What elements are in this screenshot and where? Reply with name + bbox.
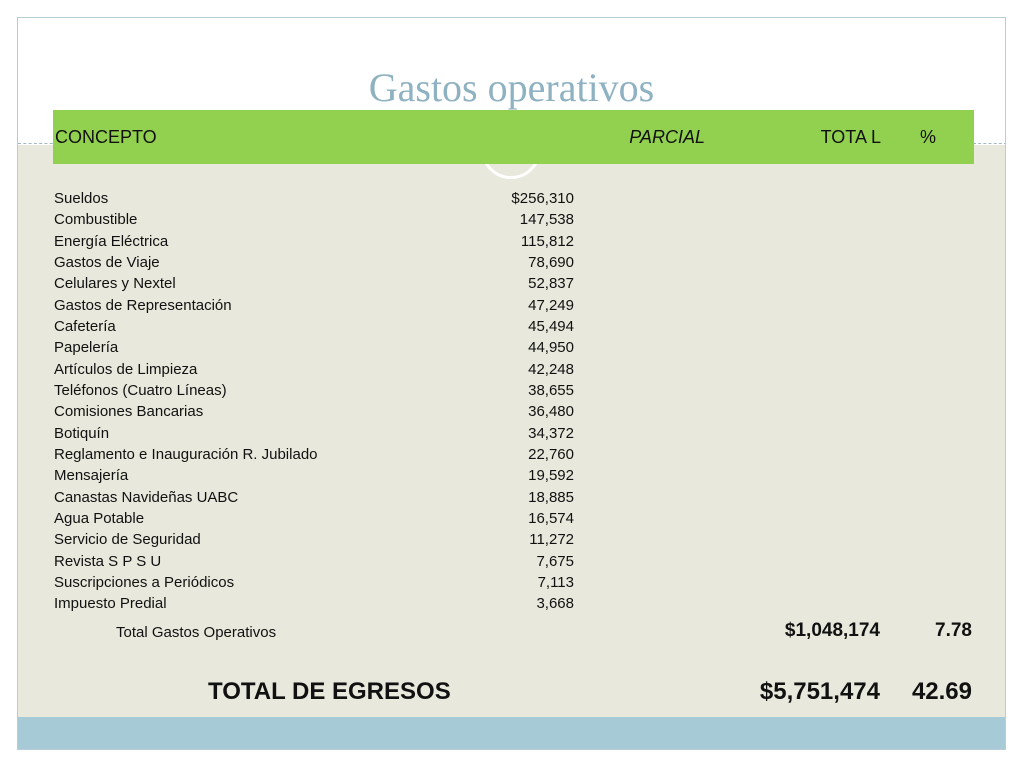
subtotal-percent: 7.78 bbox=[935, 620, 972, 641]
subtotal-label: Total Gastos Operativos bbox=[116, 624, 277, 641]
row-parcial: 18,885 bbox=[528, 488, 574, 506]
header-concepto: CONCEPTO bbox=[55, 127, 157, 147]
header-total: TOTA L bbox=[820, 127, 881, 147]
row-concepto: Papelería bbox=[54, 339, 119, 357]
row-concepto: Gastos de Viaje bbox=[54, 253, 160, 271]
row-parcial: 52,837 bbox=[528, 275, 574, 293]
header-parcial: PARCIAL bbox=[629, 127, 705, 147]
row-parcial: 22,760 bbox=[528, 445, 574, 463]
row-concepto: Impuesto Predial bbox=[54, 595, 167, 613]
row-parcial: 3,668 bbox=[536, 595, 574, 613]
row-concepto: Botiquín bbox=[54, 424, 110, 442]
content-background bbox=[18, 145, 1005, 717]
row-parcial: 7,675 bbox=[536, 552, 574, 570]
header-percent: % bbox=[919, 127, 936, 147]
row-concepto: Artículos de Limpieza bbox=[54, 360, 198, 378]
grand-total-percent: 42.69 bbox=[911, 678, 972, 705]
table-row: Suscripciones a Periódicos 7,113 bbox=[54, 572, 574, 593]
row-parcial: 45,494 bbox=[528, 317, 574, 335]
divider-line-left bbox=[18, 143, 58, 144]
table-row: Teléfonos (Cuatro Líneas) 38,655 bbox=[54, 380, 574, 401]
table-row: Revista S P S U 7,675 bbox=[54, 551, 574, 572]
row-concepto: Agua Potable bbox=[54, 509, 145, 527]
row-parcial: 47,249 bbox=[528, 296, 574, 314]
table-row: Papelería 44,950 bbox=[54, 337, 574, 358]
table-row: Sueldos $256,310 bbox=[54, 188, 574, 209]
table-row: Impuesto Predial 3,668 bbox=[54, 593, 574, 614]
table-row: Agua Potable 16,574 bbox=[54, 508, 574, 529]
row-parcial: 78,690 bbox=[528, 253, 574, 271]
row-concepto: Mensajería bbox=[54, 467, 129, 485]
row-parcial: 7,113 bbox=[537, 573, 574, 591]
row-parcial: 115,812 bbox=[520, 232, 574, 250]
row-concepto: Revista S P S U bbox=[54, 552, 162, 570]
table-row: Combustible 147,538 bbox=[54, 209, 574, 230]
table-row: Gastos de Representación 47,249 bbox=[54, 295, 574, 316]
row-concepto: Canastas Navideñas UABC bbox=[54, 488, 239, 506]
grand-total-label: TOTAL DE EGRESOS bbox=[208, 678, 451, 705]
row-parcial: 44,950 bbox=[528, 339, 574, 357]
page-title: Gastos operativos bbox=[368, 65, 655, 110]
subtotal-total: $1,048,174 bbox=[784, 620, 880, 641]
table-row: Servicio de Seguridad 11,272 bbox=[54, 529, 574, 550]
row-parcial: 11,272 bbox=[529, 531, 574, 549]
table-row: Artículos de Limpieza 42,248 bbox=[54, 359, 574, 380]
row-parcial: 36,480 bbox=[528, 403, 574, 421]
row-concepto: Energía Eléctrica bbox=[54, 232, 169, 250]
row-concepto: Combustible bbox=[54, 211, 138, 229]
row-concepto: Teléfonos (Cuatro Líneas) bbox=[54, 381, 227, 399]
footer-band bbox=[18, 717, 1005, 749]
slide: Gastos operativos CONCEPTO PARCIAL TOTA … bbox=[17, 17, 1006, 750]
row-concepto: Cafetería bbox=[54, 317, 116, 335]
table-row: Celulares y Nextel 52,837 bbox=[54, 273, 574, 294]
table-row: Energía Eléctrica 115,812 bbox=[54, 231, 574, 252]
row-concepto: Suscripciones a Periódicos bbox=[54, 573, 235, 591]
table-row: Canastas Navideñas UABC 18,885 bbox=[54, 487, 574, 508]
table-row: Comisiones Bancarias 36,480 bbox=[54, 401, 574, 422]
row-parcial: 38,655 bbox=[528, 381, 574, 399]
grand-total-value: $5,751,474 bbox=[759, 678, 880, 705]
divider-line-right bbox=[973, 143, 1005, 144]
table-row: Mensajería 19,592 bbox=[54, 465, 574, 486]
expense-list: Sueldos $256,310 Combustible 147,538 Energía… bbox=[54, 188, 574, 615]
row-parcial: 16,574 bbox=[528, 509, 574, 527]
table-row: Gastos de Viaje 78,690 bbox=[54, 252, 574, 273]
row-parcial: 34,372 bbox=[528, 424, 574, 442]
row-concepto: Sueldos bbox=[54, 190, 109, 207]
table-row: Reglamento e Inauguración R. Jubilado 22,… bbox=[54, 444, 574, 465]
row-parcial: 147,538 bbox=[519, 211, 574, 229]
row-parcial: 42,248 bbox=[528, 360, 574, 378]
table-header: CONCEPTO PARCIAL TOTA L % bbox=[53, 110, 974, 164]
row-concepto: Servicio de Seguridad bbox=[54, 531, 201, 549]
row-concepto: Comisiones Bancarias bbox=[54, 403, 204, 421]
row-concepto: Gastos de Representación bbox=[54, 296, 232, 314]
table-row: Botiquín 34,372 bbox=[54, 423, 574, 444]
row-parcial: 19,592 bbox=[528, 467, 574, 485]
row-parcial: $256,310 bbox=[511, 190, 574, 207]
table-row: Cafetería 45,494 bbox=[54, 316, 574, 337]
row-concepto: Celulares y Nextel bbox=[54, 275, 176, 293]
row-concepto: Reglamento e Inauguración R. Jubilado bbox=[54, 445, 318, 463]
